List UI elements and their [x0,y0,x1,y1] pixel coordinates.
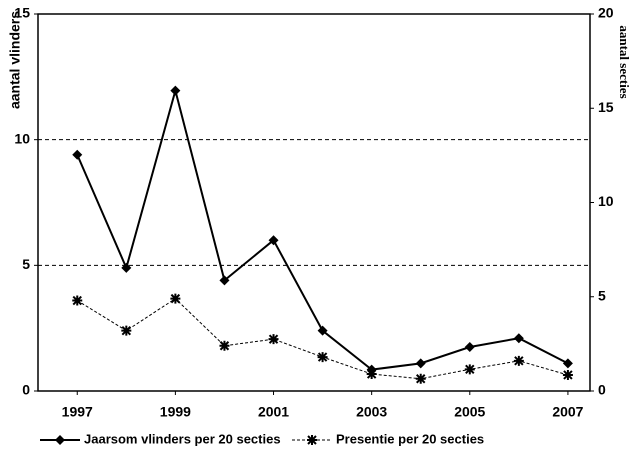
x-tick-label: 2001 [258,404,289,420]
series-line [76,297,569,380]
point [170,85,181,96]
point [72,149,83,160]
y2-tick-label: 5 [598,287,606,303]
y2-tick-label: 20 [598,5,614,21]
plot-frame [37,13,591,392]
legend-label: Presentie per 20 secties [336,431,484,446]
x-tick-label: 1999 [160,404,191,420]
point [268,235,279,246]
point [366,369,377,380]
point [170,293,181,304]
y-tick-label: 15 [14,5,30,21]
x-tick-label: 2007 [552,404,583,420]
y2-axis-label: aantal secties [617,25,632,98]
legend-marker [307,435,317,445]
point [268,334,279,345]
legend-label: Jaarsom vlinders per 20 secties [84,431,281,446]
point [219,275,230,286]
legend-marker [55,435,65,445]
x-tick-label: 2005 [454,404,485,420]
point [121,262,132,273]
point [72,295,83,306]
y-tick-label: 5 [22,256,30,272]
x-tick-label: 2003 [356,404,387,420]
point [219,340,230,351]
x-tick-label: 1997 [62,404,93,420]
point [562,358,573,369]
point [415,358,426,369]
y-tick-label: 10 [14,130,30,146]
point [317,325,328,336]
y-axis-label: aantal vlinders [7,11,23,109]
point [513,333,524,344]
y-tick-label: 0 [22,382,30,398]
point [121,325,132,336]
point [464,342,475,353]
y2-tick-label: 0 [598,382,606,398]
point [464,364,475,375]
point [415,373,426,384]
point [562,369,573,380]
y2-tick-label: 10 [598,193,614,209]
y2-tick-label: 15 [598,99,614,115]
point [317,352,328,363]
point [513,355,524,366]
